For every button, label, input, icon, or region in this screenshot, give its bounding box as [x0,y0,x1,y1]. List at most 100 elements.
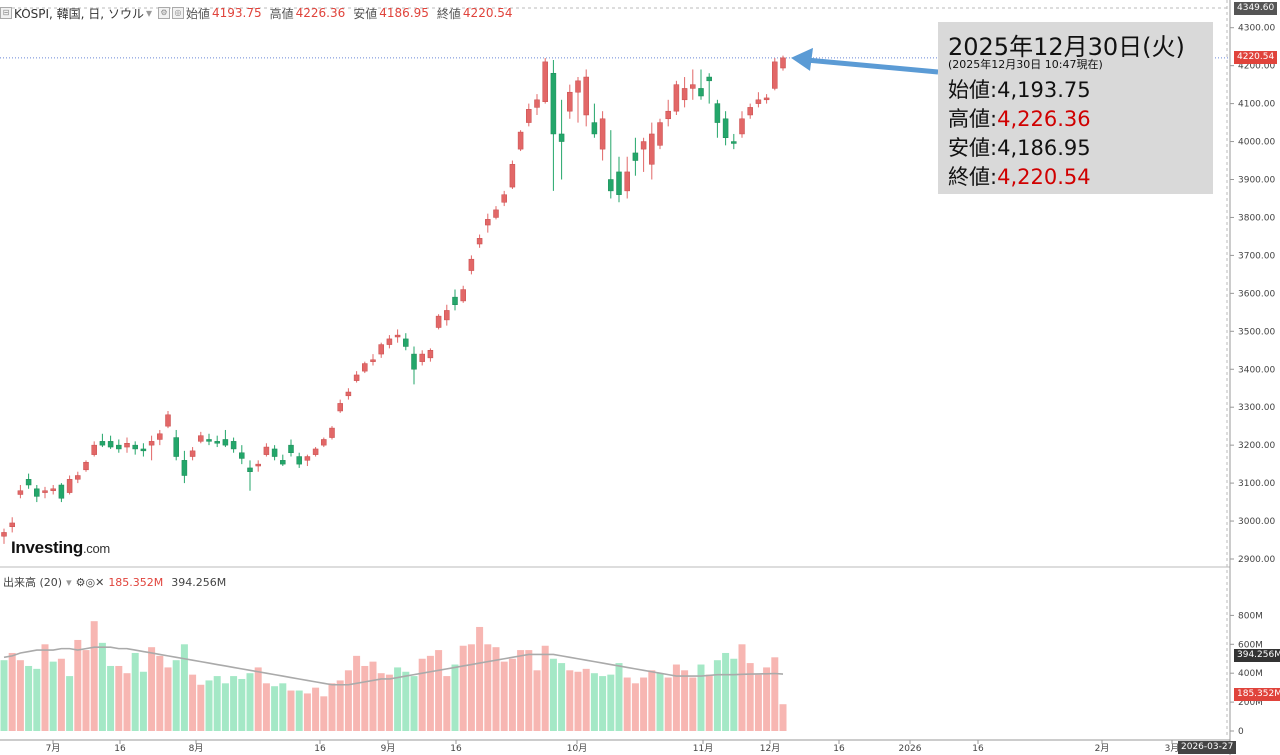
volume-bar [164,667,172,731]
candle-body [280,460,286,465]
candle-body [649,133,655,165]
volume-bar [361,665,369,731]
candle-body [558,133,565,142]
high-label: 高値 [269,6,294,21]
volume-bar [763,667,771,731]
candle-body [337,403,343,412]
volume-bar [254,667,262,731]
candle-body [107,441,114,448]
volume-bar [189,674,197,731]
dropdown-chevron-icon[interactable]: ▾ [145,6,152,20]
candle-body [493,209,499,218]
candle-body [25,479,32,486]
annotation-box: 2025年12月30日(火) (2025年12月30日 10:47現在) 始値:… [938,22,1213,194]
price-badge-top: 4349.60 [1234,2,1278,15]
annotation-low-label: 安値 [948,136,990,160]
volume-bar [648,670,656,731]
volume-value-current: 185.352M [108,575,164,589]
volume-bar [656,673,664,731]
candle-body [247,467,253,472]
price-tick-label: 4100.00 [1238,100,1275,110]
chart-header: ⊟ KOSPI, 韓国, 日, ソウル ▾ ⚙ ◎ 始値 4193.75 高値 … [0,2,521,24]
volume-bar [558,663,566,731]
candle-body [444,310,450,321]
candle-body [599,118,606,150]
candle-body [58,484,65,499]
candle-body [189,450,196,457]
volume-tick-label: 600M [1238,640,1263,650]
volume-bar [697,664,705,731]
time-tick-label: 16 [972,744,984,754]
annotation-close-label: 終値 [948,165,990,189]
volume-bar [722,652,730,731]
volume-bar [607,674,615,731]
volume-tick-label: 200M [1238,698,1263,708]
volume-bar [205,680,213,731]
volume-bar [451,664,459,731]
volume-bar [90,621,98,731]
time-tick-label: 16 [833,744,845,754]
candle-body [435,315,442,328]
candle-body [9,522,15,527]
settings-icon[interactable]: ⚙ [157,7,170,19]
volume-bar [123,673,131,731]
volume-bar [771,657,779,731]
candle-body [731,141,737,144]
candle-body [1,532,7,537]
price-tick-label: 3900.00 [1238,176,1275,186]
candle-body [321,439,327,446]
annotation-low-sep: : [990,136,998,160]
volume-bar [107,665,115,731]
candle-body [230,441,237,450]
hide-icon[interactable]: ◎ [171,7,184,19]
volume-bar [336,680,344,731]
volume-bar [246,673,254,731]
volume-bar [377,673,385,731]
volume-bar [8,652,16,731]
candle-body [780,57,786,69]
candle-body [427,350,434,359]
price-tick-label: 3600.00 [1238,289,1275,299]
volume-bar [344,670,352,731]
time-tick-label: 16 [450,744,462,754]
candle-body [468,258,475,271]
volume-bar [312,687,320,731]
candle-body [66,479,73,493]
price-tick-label: 4200.00 [1238,62,1275,72]
candle-body [296,456,302,465]
volume-hide-icon[interactable]: ◎ [85,575,96,589]
price-tick-label: 3700.00 [1238,251,1275,261]
volume-bar [705,674,713,731]
annotation-close-row: 終値:4,220.54 [948,161,1091,191]
candle-body [542,61,548,102]
volume-bar [66,676,74,731]
candle-body [124,443,130,448]
volume-settings-icon[interactable]: ⚙ [75,575,86,589]
annotation-open-value: 4,193.75 [997,78,1091,102]
time-tick-label: 16 [314,744,326,754]
candle-body [673,84,680,112]
volume-tick-label: 800M [1238,611,1263,621]
volume-bar [0,660,8,731]
candle-body [747,107,753,116]
candle-body [329,427,335,438]
volume-bar [738,644,746,731]
candle-body [616,171,622,195]
collapse-icon[interactable]: ⊟ [0,7,12,19]
volume-bar [221,683,229,731]
candle-body [370,359,376,362]
volume-bar [599,676,607,731]
volume-bar [484,644,492,731]
volume-bar [385,674,393,731]
volume-bar [459,645,467,731]
annotation-close-sep: : [990,165,998,189]
candle-body [345,391,352,397]
annotation-open-sep: : [990,78,998,102]
volume-bar [353,655,361,731]
candle-body [403,338,409,347]
candle-body [157,433,163,440]
volume-bar [672,664,680,731]
volume-close-icon[interactable]: ✕ [95,575,105,589]
volume-dropdown-icon[interactable]: ▾ [66,575,72,589]
volume-bar [623,677,631,731]
